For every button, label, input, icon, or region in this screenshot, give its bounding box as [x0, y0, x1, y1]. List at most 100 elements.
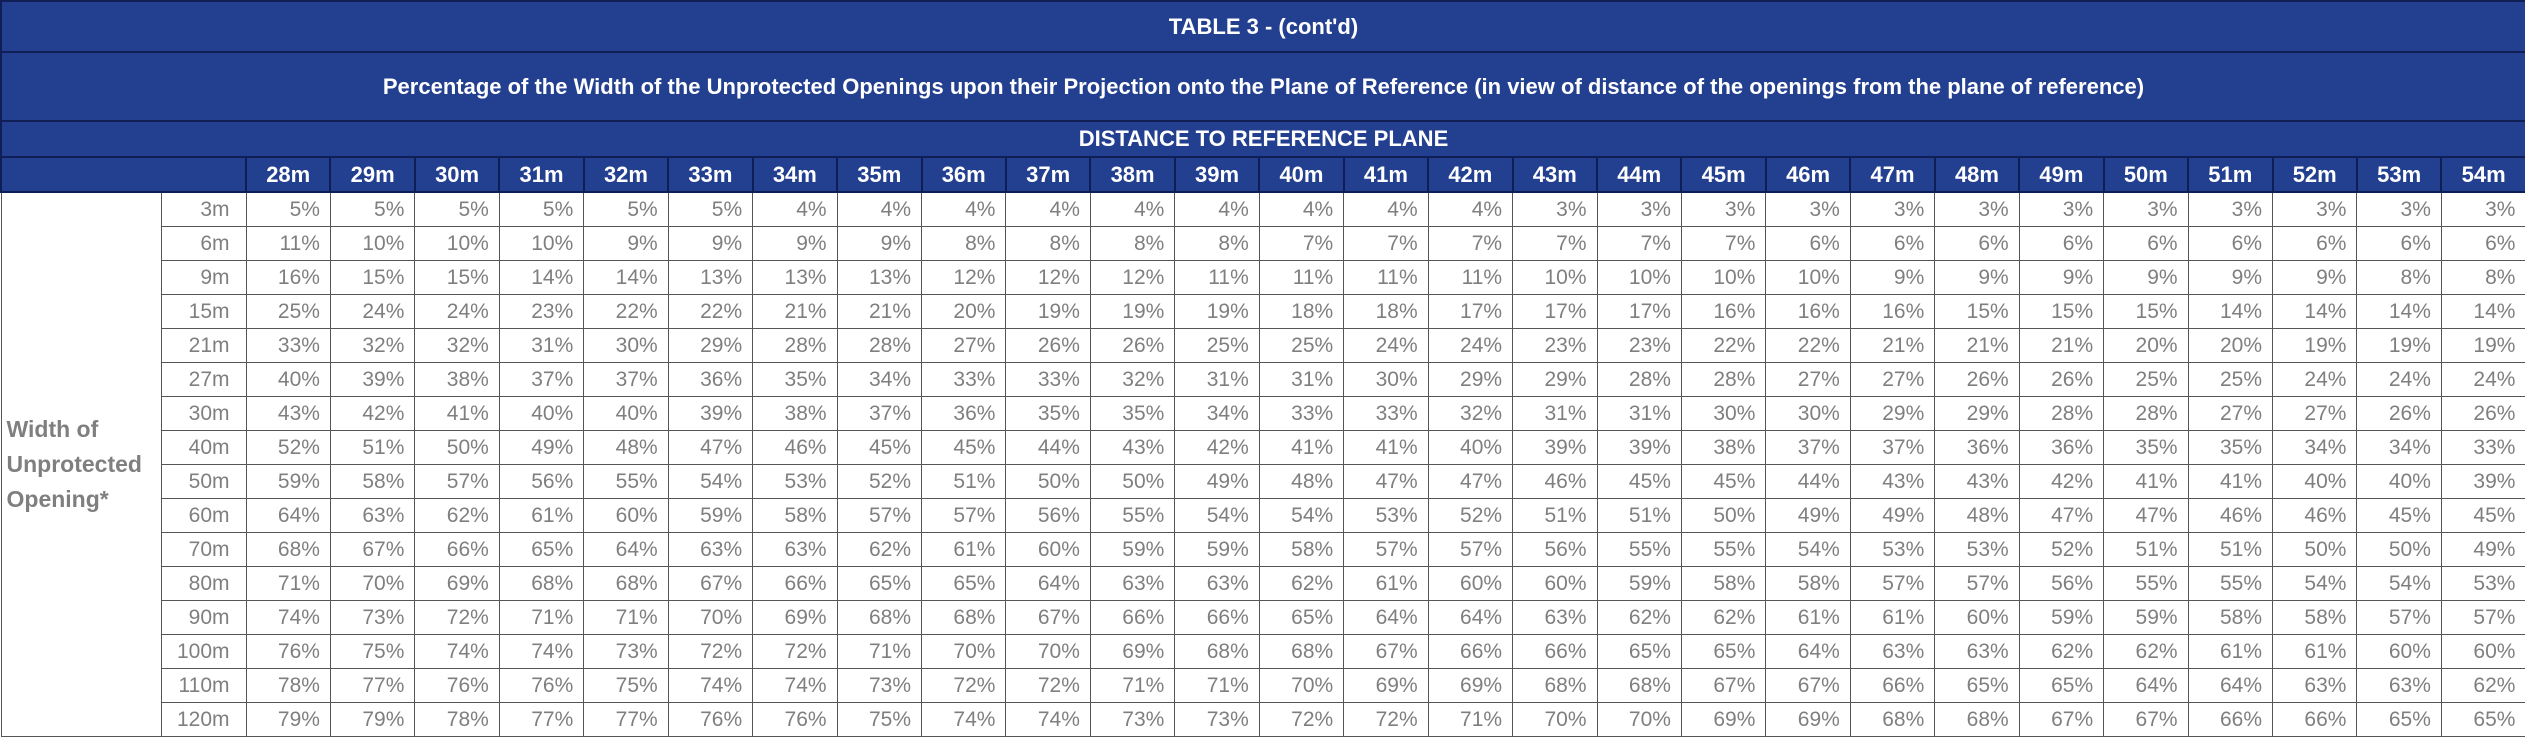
table-cell: 5%	[498, 191, 585, 227]
table-cell: 64%	[2187, 668, 2274, 703]
table-cell: 4%	[752, 191, 838, 227]
table-cell: 66%	[1089, 600, 1176, 635]
column-header: 42m	[1427, 156, 1514, 193]
table-cell: 51%	[920, 464, 1007, 499]
table-cell: 3%	[1934, 191, 2020, 227]
table-cell: 63%	[329, 498, 416, 533]
table-cell: 30%	[1680, 396, 1767, 431]
table-cell: 53%	[1934, 532, 2020, 567]
row-group-label-line: Unprotected	[6, 451, 142, 477]
table-cell: 63%	[667, 532, 754, 567]
table-cell: 17%	[1596, 294, 1682, 329]
table-cell: 59%	[1089, 532, 1176, 567]
table-cell: 4%	[1427, 191, 1514, 227]
table-cell: 77%	[329, 668, 416, 703]
table-cell: 22%	[583, 294, 669, 329]
table-cell: 73%	[329, 600, 416, 635]
table-cell: 68%	[1258, 634, 1345, 669]
table-cell: 57%	[1427, 532, 1514, 567]
table-cell: 68%	[836, 600, 923, 635]
table-cell: 26%	[1089, 328, 1176, 363]
row-group-label: Width of Unprotected Opening*	[0, 191, 162, 737]
row-group-label-line: Opening*	[6, 486, 109, 512]
table-cell: 25%	[2187, 362, 2274, 397]
table-cell: 69%	[752, 600, 838, 635]
table-cell: 58%	[329, 464, 416, 499]
table-cell: 31%	[1258, 362, 1345, 397]
table-cell: 60%	[2356, 634, 2442, 669]
table-cell: 62%	[2018, 634, 2105, 669]
table-cell: 3%	[2356, 191, 2442, 227]
table-cell: 11%	[1343, 260, 1429, 295]
table-cell: 79%	[245, 702, 331, 737]
table-cell: 23%	[1512, 328, 1598, 363]
table-cell: 61%	[1765, 600, 1851, 635]
table-cell: 62%	[2440, 668, 2525, 703]
table-cell: 19%	[2271, 328, 2358, 363]
table-cell: 65%	[2018, 668, 2105, 703]
table-cell: 9%	[583, 226, 669, 261]
table-cell: 4%	[920, 191, 1007, 227]
column-header-blank	[0, 156, 247, 193]
table-cell: 7%	[1512, 226, 1598, 261]
table-cell: 70%	[1005, 634, 1091, 669]
table-cell: 59%	[2018, 600, 2105, 635]
table-cell: 72%	[667, 634, 754, 669]
row-width-label: 6m	[160, 226, 247, 261]
table-cell: 52%	[245, 430, 331, 465]
table-cell: 26%	[1934, 362, 2020, 397]
table-cell: 8%	[1174, 226, 1260, 261]
row-width-label: 60m	[160, 498, 247, 533]
table-cell: 9%	[667, 226, 754, 261]
table-cell: 50%	[1680, 498, 1767, 533]
table-cell: 73%	[1174, 702, 1260, 737]
table-cell: 63%	[2356, 668, 2442, 703]
table-cell: 26%	[2018, 362, 2105, 397]
table-cell: 3%	[2271, 191, 2358, 227]
table-cell: 56%	[2018, 566, 2105, 601]
table-cell: 57%	[414, 464, 500, 499]
table-cell: 64%	[2103, 668, 2189, 703]
table-cell: 6%	[1849, 226, 1936, 261]
table-cell: 50%	[1005, 464, 1091, 499]
table-cell: 28%	[2018, 396, 2105, 431]
table-cell: 21%	[1849, 328, 1936, 363]
table-cell: 58%	[752, 498, 838, 533]
table-cell: 71%	[498, 600, 585, 635]
row-width-label: 80m	[160, 566, 247, 601]
table-row: 90m 74% 73% 72% 71% 71% 70% 69% 68% 68% 67% 66% 66% 6…	[1, 600, 2525, 635]
table-cell: 28%	[836, 328, 923, 363]
table-cell: 42%	[2018, 464, 2105, 499]
table-cell: 34%	[836, 362, 923, 397]
table-cell: 9%	[2271, 260, 2358, 295]
table-cell: 58%	[1680, 566, 1767, 601]
table-cell: 10%	[1680, 260, 1767, 295]
table-cell: 14%	[2356, 294, 2442, 329]
table-cell: 27%	[2271, 396, 2358, 431]
table-cell: 66%	[752, 566, 838, 601]
table-cell: 77%	[583, 702, 669, 737]
table-cell: 58%	[1765, 566, 1851, 601]
table-cell: 70%	[1512, 702, 1598, 737]
table-cell: 60%	[1934, 600, 2020, 635]
table-row: 110m 78% 77% 76% 76% 75% 74% 74% 73% 72% 72% 71% 71%…	[1, 668, 2525, 703]
table-cell: 73%	[1089, 702, 1176, 737]
table-cell: 6%	[2187, 226, 2274, 261]
table-cell: 41%	[1343, 430, 1429, 465]
table-cell: 3%	[2187, 191, 2274, 227]
table-cell: 29%	[1427, 362, 1514, 397]
table-cell: 7%	[1680, 226, 1767, 261]
table-cell: 74%	[1005, 702, 1091, 737]
table-cell: 35%	[752, 362, 838, 397]
table-cell: 36%	[667, 362, 754, 397]
table-cell: 45%	[836, 430, 923, 465]
table-cell: 3%	[1765, 191, 1851, 227]
table-cell: 61%	[920, 532, 1007, 567]
table-cell: 8%	[2356, 260, 2442, 295]
table-cell: 32%	[1089, 362, 1176, 397]
table-cell: 6%	[2356, 226, 2442, 261]
table-cell: 54%	[1174, 498, 1260, 533]
table-cell: 11%	[245, 226, 331, 261]
column-header: 44m	[1595, 156, 1683, 193]
